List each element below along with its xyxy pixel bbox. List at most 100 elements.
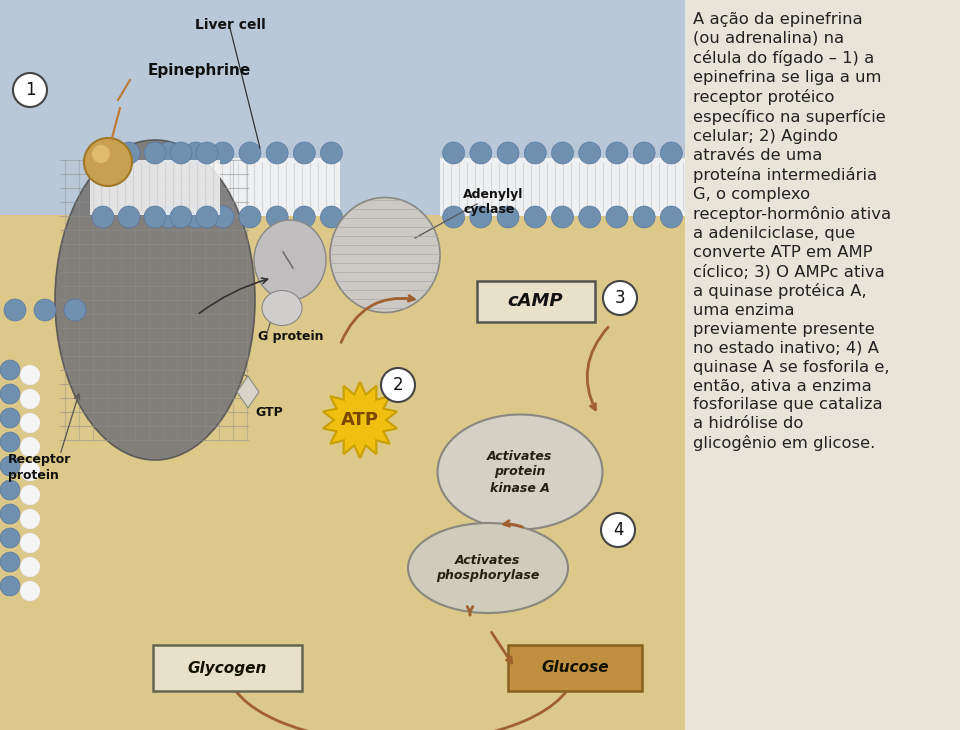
Circle shape [20,557,40,577]
Circle shape [170,206,192,228]
Circle shape [239,142,261,164]
Bar [685,0,960,730]
Circle shape [184,206,206,228]
Circle shape [92,206,114,228]
Text: 4: 4 [612,521,623,539]
Circle shape [321,206,343,228]
Circle shape [20,509,40,529]
Circle shape [0,408,20,428]
Circle shape [603,281,637,315]
Ellipse shape [55,140,255,460]
Text: Adenylyl
cyclase: Adenylyl cyclase [463,188,523,216]
Circle shape [497,142,519,164]
Polygon shape [323,382,397,458]
Ellipse shape [438,415,603,529]
Circle shape [469,206,492,228]
Circle shape [579,142,601,164]
Circle shape [144,206,166,228]
Text: 3: 3 [614,289,625,307]
Circle shape [20,365,40,385]
Circle shape [34,299,56,321]
Ellipse shape [262,291,302,326]
Circle shape [266,142,288,164]
Circle shape [579,206,601,228]
Circle shape [196,206,218,228]
Circle shape [92,145,110,163]
Circle shape [0,504,20,524]
FancyBboxPatch shape [476,280,594,321]
Circle shape [212,206,234,228]
FancyBboxPatch shape [508,645,642,691]
Circle shape [212,142,234,164]
Circle shape [20,389,40,409]
Circle shape [0,432,20,452]
Circle shape [266,206,288,228]
Text: Liver cell: Liver cell [195,18,265,32]
Bar [0,215,685,730]
Circle shape [170,142,192,164]
Text: 1: 1 [25,81,36,99]
Circle shape [157,206,180,228]
Circle shape [606,142,628,164]
Ellipse shape [408,523,568,613]
FancyBboxPatch shape [153,645,302,691]
Circle shape [20,461,40,481]
Circle shape [601,513,635,547]
Text: cAMP: cAMP [508,292,564,310]
Circle shape [660,142,683,164]
Circle shape [20,533,40,553]
Circle shape [0,384,20,404]
Circle shape [443,142,465,164]
Bar [90,160,220,215]
Circle shape [0,528,20,548]
Circle shape [294,206,315,228]
Circle shape [239,206,261,228]
Text: Receptor
protein: Receptor protein [8,453,71,483]
Circle shape [469,142,492,164]
Circle shape [321,142,343,164]
Circle shape [92,142,114,164]
Circle shape [660,206,683,228]
Bar [440,158,685,216]
Circle shape [157,142,180,164]
Circle shape [4,299,26,321]
Text: G protein: G protein [258,330,324,343]
Circle shape [20,581,40,601]
Circle shape [0,360,20,380]
Circle shape [294,142,315,164]
Circle shape [524,142,546,164]
Circle shape [0,456,20,476]
Text: Activates
phosphorylase: Activates phosphorylase [436,553,540,583]
Circle shape [84,138,132,186]
Circle shape [0,552,20,572]
Circle shape [20,413,40,433]
Text: Activates
protein
kinase A: Activates protein kinase A [488,450,553,494]
Circle shape [381,368,415,402]
Circle shape [64,299,86,321]
Text: Glucose: Glucose [541,661,609,675]
Circle shape [634,142,655,164]
Text: A ação da epinefrina
(ou adrenalina) na
célula do fígado – 1) a
epinefrina se li: A ação da epinefrina (ou adrenalina) na … [693,12,891,451]
Text: Epinephrine: Epinephrine [148,63,252,77]
Bar [155,158,340,216]
Circle shape [606,206,628,228]
Ellipse shape [330,198,440,312]
Bar [0,0,685,215]
Circle shape [20,437,40,457]
Text: GTP: GTP [255,405,283,418]
Circle shape [118,206,140,228]
Text: 2: 2 [393,376,403,394]
Circle shape [634,206,655,228]
Circle shape [524,206,546,228]
Text: ATP: ATP [341,411,379,429]
Polygon shape [237,376,259,408]
Circle shape [20,485,40,505]
Circle shape [144,142,166,164]
Circle shape [551,142,573,164]
Circle shape [13,73,47,107]
Circle shape [0,480,20,500]
Circle shape [118,142,140,164]
Text: Glycogen: Glycogen [188,661,267,675]
Circle shape [443,206,465,228]
Circle shape [184,142,206,164]
